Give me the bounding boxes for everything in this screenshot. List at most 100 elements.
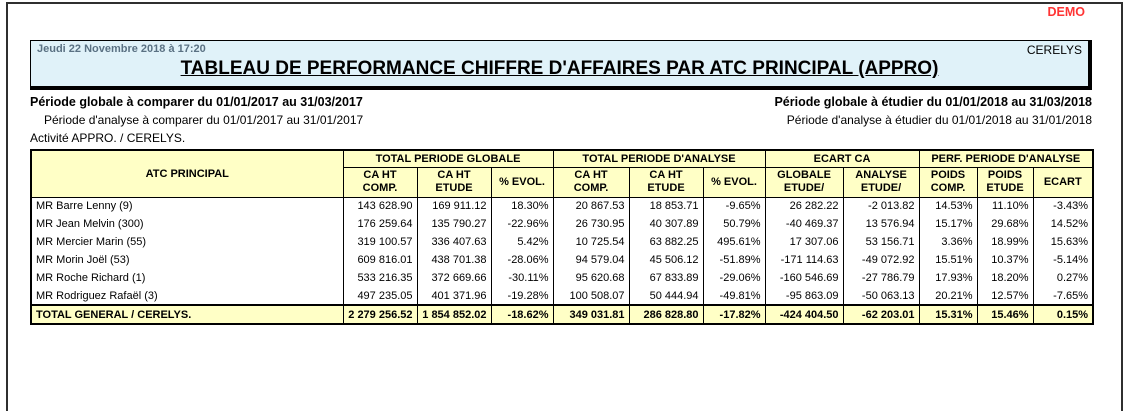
- value-cell: 176 259.64: [342, 215, 418, 233]
- value-cell: 63 882.25: [628, 233, 704, 251]
- value-cell: 609 816.01: [342, 251, 418, 269]
- total-value-cell: 349 031.81: [552, 304, 630, 324]
- period-analysis-compare: Période d'analyse à comparer du 01/01/20…: [44, 113, 364, 127]
- value-cell: -5.14%: [1032, 251, 1094, 269]
- total-value-cell: 15.31%: [918, 304, 978, 324]
- value-cell: 45 506.12: [628, 251, 704, 269]
- table-row: MR Rodriguez Rafaël (3) 497 235.05 401 371…: [30, 287, 1094, 305]
- activity-row: Activité APPRO. / CERELYS.: [30, 131, 1092, 145]
- report-header-topline: Jeudi 22 Novembre 2018 à 17:20 CERELYS: [37, 43, 1082, 57]
- value-cell: 50 444.94: [628, 287, 704, 305]
- table-row: MR Mercier Marin (55) 319 100.57 336 407.6…: [30, 233, 1094, 251]
- value-cell: -9.65%: [702, 197, 766, 215]
- column-header-ecart: ECART: [1032, 167, 1094, 198]
- group-header-row: ATC PRINCIPAL TOTAL PERIODE GLOBALE TOTA…: [30, 150, 1094, 198]
- group-header-total-periode-globale: TOTAL PERIODE GLOBALE: [342, 150, 554, 168]
- period-section: Période globale à comparer du 01/01/2017…: [30, 95, 1092, 145]
- total-value-cell: -17.82%: [702, 304, 766, 324]
- value-cell: 135 790.27: [416, 215, 492, 233]
- column-header-poids-comp: POIDS COMP.: [918, 167, 978, 198]
- value-cell: 11.10%: [976, 197, 1034, 215]
- value-cell: 53 156.71: [842, 233, 920, 251]
- value-cell: -29.06%: [702, 269, 766, 287]
- period-analysis-row: Période d'analyse à comparer du 01/01/20…: [30, 113, 1092, 127]
- value-cell: -2 013.82: [842, 197, 920, 215]
- value-cell: 13 576.94: [842, 215, 920, 233]
- value-cell: -3.43%: [1032, 197, 1094, 215]
- value-cell: 94 579.04: [552, 251, 630, 269]
- column-header-ca-ht-comp-analyse: CA HT COMP.: [552, 167, 630, 198]
- value-cell: -27 786.79: [842, 269, 920, 287]
- group-header-ecart-ca: ECART CA: [764, 150, 920, 168]
- value-cell: 15.17%: [918, 215, 978, 233]
- report-header: Jeudi 22 Novembre 2018 à 17:20 CERELYS T…: [30, 40, 1092, 90]
- value-cell: 5.42%: [490, 233, 554, 251]
- value-cell: 18.99%: [976, 233, 1034, 251]
- value-cell: -30.11%: [490, 269, 554, 287]
- value-cell: 319 100.57: [342, 233, 418, 251]
- value-cell: 100 508.07: [552, 287, 630, 305]
- value-cell: -171 114.63: [764, 251, 844, 269]
- column-header-globale-etude: GLOBALE ETUDE/: [764, 167, 844, 198]
- value-cell: -95 863.09: [764, 287, 844, 305]
- value-cell: 10 725.54: [552, 233, 630, 251]
- value-cell: -22.96%: [490, 215, 554, 233]
- value-cell: 372 669.66: [416, 269, 492, 287]
- value-cell: 497 235.05: [342, 287, 418, 305]
- value-cell: -40 469.37: [764, 215, 844, 233]
- value-cell: 14.53%: [918, 197, 978, 215]
- value-cell: 40 307.89: [628, 215, 704, 233]
- atc-name-cell: MR Barre Lenny (9): [30, 197, 344, 215]
- total-value-cell: -18.62%: [490, 304, 554, 324]
- period-global-study: Période globale à étudier du 01/01/2018 …: [774, 95, 1092, 109]
- atc-name-cell: MR Roche Richard (1): [30, 269, 344, 287]
- table-row: MR Jean Melvin (300) 176 259.64 135 790.27…: [30, 215, 1094, 233]
- value-cell: 10.37%: [976, 251, 1034, 269]
- group-header-perf-periode-analyse: PERF. PERIODE D'ANALYSE: [918, 150, 1094, 168]
- atc-name-cell: MR Morin Joël (53): [30, 251, 344, 269]
- total-value-cell: 0.15%: [1032, 304, 1094, 324]
- value-cell: 336 407.63: [416, 233, 492, 251]
- value-cell: -49.81%: [702, 287, 766, 305]
- column-header-ca-ht-etude-globale: CA HT ETUDE: [416, 167, 492, 198]
- demo-watermark: DEMO: [1047, 5, 1086, 19]
- value-cell: 17.93%: [918, 269, 978, 287]
- value-cell: 18.20%: [976, 269, 1034, 287]
- company-name: CERELYS: [1026, 43, 1082, 57]
- column-header-ca-ht-etude-analyse: CA HT ETUDE: [628, 167, 704, 198]
- value-cell: 438 701.38: [416, 251, 492, 269]
- report-title: TABLEAU DE PERFORMANCE CHIFFRE D'AFFAIRE…: [180, 58, 939, 79]
- activity-label: Activité APPRO. / CERELYS.: [30, 131, 186, 145]
- value-cell: 401 371.96: [416, 287, 492, 305]
- value-cell: 15.51%: [918, 251, 978, 269]
- sub-header-row: CA HT COMP. CA HT ETUDE % EVOL. CA HT CO…: [31, 167, 1094, 198]
- value-cell: 0.27%: [1032, 269, 1094, 287]
- group-header-total-periode-analyse: TOTAL PERIODE D'ANALYSE: [552, 150, 766, 168]
- value-cell: 67 833.89: [628, 269, 704, 287]
- value-cell: 15.63%: [1032, 233, 1094, 251]
- total-value-cell: 15.46%: [976, 304, 1034, 324]
- table-row: MR Roche Richard (1) 533 216.35 372 669.66…: [30, 269, 1094, 287]
- column-header-analyse-etude: ANALYSE ETUDE/: [842, 167, 920, 198]
- total-label-cell: TOTAL GENERAL / CERELYS.: [30, 304, 344, 324]
- total-value-cell: -424 404.50: [764, 304, 844, 324]
- total-value-cell: -62 203.01: [842, 304, 920, 324]
- value-cell: -51.89%: [702, 251, 766, 269]
- value-cell: -19.28%: [490, 287, 554, 305]
- value-cell: 169 911.12: [416, 197, 492, 215]
- value-cell: -7.65%: [1032, 287, 1094, 305]
- column-header-atc-principal: ATC PRINCIPAL: [30, 150, 344, 198]
- column-header-evol-globale: % EVOL.: [490, 167, 554, 198]
- value-cell: 18 853.71: [628, 197, 704, 215]
- value-cell: 495.61%: [702, 233, 766, 251]
- value-cell: 533 216.35: [342, 269, 418, 287]
- value-cell: 26 282.22: [764, 197, 844, 215]
- value-cell: 17 307.06: [764, 233, 844, 251]
- value-cell: 12.57%: [976, 287, 1034, 305]
- value-cell: 26 730.95: [552, 215, 630, 233]
- value-cell: 14.52%: [1032, 215, 1094, 233]
- value-cell: 50.79%: [702, 215, 766, 233]
- total-value-cell: 1 854 852.02: [416, 304, 492, 324]
- value-cell: 20.21%: [918, 287, 978, 305]
- value-cell: 29.68%: [976, 215, 1034, 233]
